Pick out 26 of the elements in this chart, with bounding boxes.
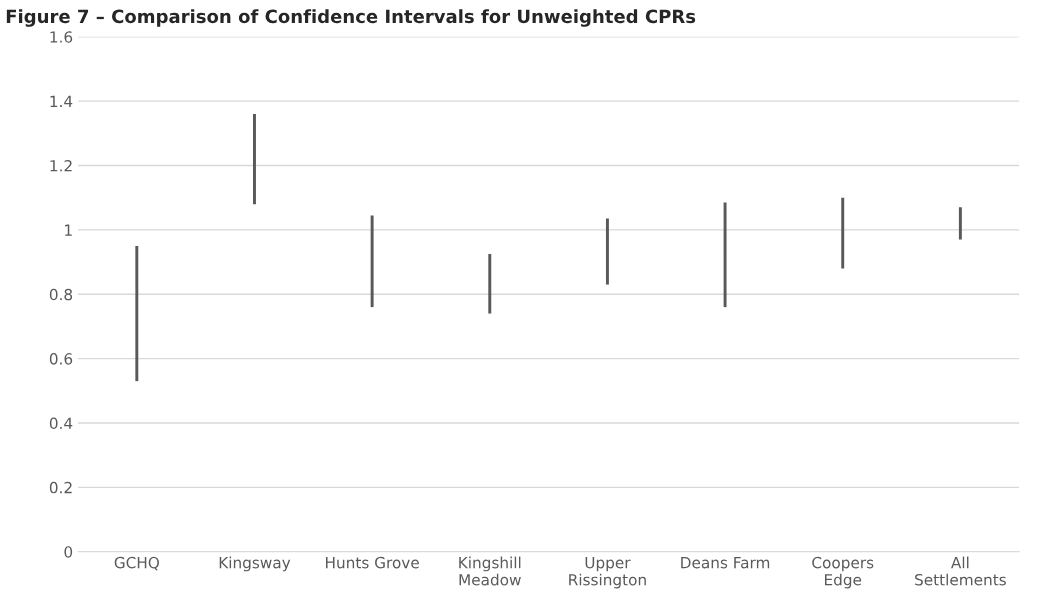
bar (370, 215, 374, 308)
y-tick-label: 0 (64, 546, 73, 558)
x-tick-label: Kingsway (219, 556, 291, 572)
x-tick-label: Hunts Grove (326, 556, 419, 569)
y-tick-label: 1.2 (50, 159, 72, 172)
y-tick-label: 0.2 (49, 481, 72, 494)
x-tick-label: GCHQ (114, 556, 159, 571)
y-tick-label: 1.4 (50, 95, 73, 107)
bar (135, 245, 139, 382)
chart-title: Figure 7 – Comparison of Confidence Intervals for Unweighted CPRs (6, 9, 696, 27)
y-tick-label: 1.6 (50, 31, 73, 43)
y-tick-label: 0.4 (49, 417, 73, 429)
x-tick-label: Kingshill Meadow (459, 556, 521, 586)
bar (723, 202, 727, 308)
x-tick-label: Coopers Edge (812, 556, 874, 589)
y-tick-label: 0.8 (49, 288, 73, 301)
x-tick-label: Upper Rissington (569, 557, 646, 589)
x-tick-label: All Settlements (915, 556, 1006, 586)
y-tick-label: 0.6 (49, 353, 73, 365)
y-tick-label: 1 (65, 224, 72, 236)
x-tick-label: Deans Farm (681, 557, 770, 569)
bar (605, 218, 609, 285)
bar (253, 114, 256, 205)
bar (488, 254, 492, 314)
bar (841, 197, 845, 269)
bar (958, 207, 962, 240)
